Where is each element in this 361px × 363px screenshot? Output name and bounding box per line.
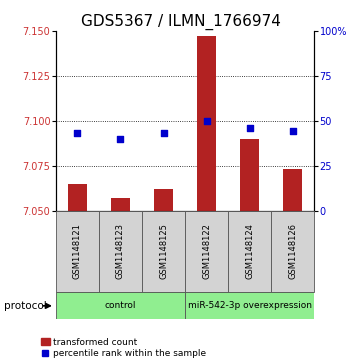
Bar [142,211,185,292]
Point [204,118,209,123]
Bar [111,198,130,211]
Bar [271,211,314,292]
Bar [283,169,302,211]
Text: GSM1148123: GSM1148123 [116,223,125,280]
Bar [68,184,87,211]
Bar [154,189,173,211]
Point [247,125,252,131]
Bar [228,211,271,292]
Point [161,130,166,136]
Bar [185,211,228,292]
Text: GDS5367 / ILMN_1766974: GDS5367 / ILMN_1766974 [81,14,280,30]
Legend: transformed count, percentile rank within the sample: transformed count, percentile rank withi… [41,338,206,359]
Bar [197,36,216,211]
Bar [56,292,185,319]
Point [118,136,123,142]
Text: GSM1148126: GSM1148126 [288,223,297,280]
Bar [99,211,142,292]
Text: GSM1148124: GSM1148124 [245,224,254,279]
Point [290,129,295,134]
Bar [56,211,99,292]
Bar [240,139,259,211]
Text: GSM1148122: GSM1148122 [202,224,211,279]
Text: control: control [105,301,136,310]
Text: GSM1148121: GSM1148121 [73,224,82,279]
Point [75,130,81,136]
Text: GSM1148125: GSM1148125 [159,224,168,279]
Text: miR-542-3p overexpression: miR-542-3p overexpression [188,301,312,310]
Bar [185,292,314,319]
Text: protocol: protocol [4,301,46,311]
